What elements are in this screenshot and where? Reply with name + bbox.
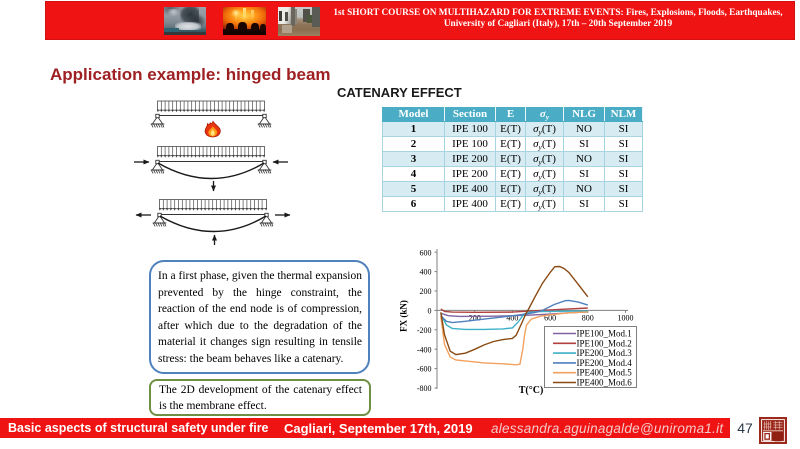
svg-text:T(°C): T(°C) [519,385,544,396]
svg-text:200: 200 [420,287,432,296]
svg-text:IPE100_Mod.1: IPE100_Mod.1 [577,329,632,339]
svg-text:IPE200_Mod.3: IPE200_Mod.3 [577,348,633,358]
svg-text:-200: -200 [417,326,432,335]
svg-text:800: 800 [582,314,594,323]
svg-text:0: 0 [428,307,432,316]
svg-text:400: 400 [420,268,432,277]
svg-text:600: 600 [544,314,556,323]
svg-text:IPE400_Mod.6: IPE400_Mod.6 [577,378,633,388]
svg-text:1000: 1000 [618,314,634,323]
svg-text:-800: -800 [417,384,432,393]
svg-text:-600: -600 [417,365,432,374]
svg-text:IPE400_Mod.5: IPE400_Mod.5 [577,368,633,378]
svg-text:IPE100_Mod.2: IPE100_Mod.2 [577,338,632,348]
svg-text:IPE200_Mod.4: IPE200_Mod.4 [577,358,633,368]
svg-text:400: 400 [506,314,518,323]
svg-text:200: 200 [469,314,481,323]
svg-text:-400: -400 [417,345,432,354]
svg-text:600: 600 [420,248,432,257]
svg-text:FX (kN): FX (kN) [400,300,409,332]
